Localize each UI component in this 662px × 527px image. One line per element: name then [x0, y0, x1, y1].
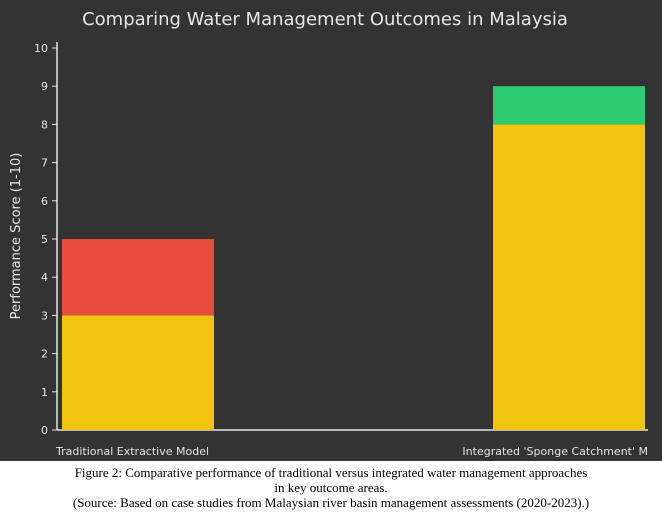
y-tick-label: 4: [41, 271, 48, 284]
figure-caption: Figure 2: Comparative performance of tra…: [10, 465, 652, 510]
bars-group: [62, 86, 645, 431]
y-axis-label: Performance Score (1-10): [9, 153, 24, 320]
y-tick-label: 3: [41, 309, 48, 322]
caption-source: (Source: Based on case studies from Mala…: [72, 495, 590, 510]
bar-segment: [493, 124, 645, 431]
y-axis: 0 1 2 3 4 5 6 7 8 9 10: [34, 42, 58, 437]
chart-container: Comparing Water Management Outcomes in M…: [0, 0, 662, 461]
y-tick-label: 2: [41, 348, 48, 361]
y-tick-label: 0: [41, 424, 48, 437]
y-tick-label: 5: [41, 233, 48, 246]
x-category-label: Traditional Extractive Model: [55, 445, 209, 458]
y-tick-label: 6: [41, 195, 48, 208]
bar-segment: [62, 239, 214, 316]
y-tick-label: 1: [41, 386, 48, 399]
stacked-bar-chart: Comparing Water Management Outcomes in M…: [9, 9, 648, 458]
y-tick-label: 10: [34, 42, 48, 55]
bar-segment: [493, 86, 645, 125]
caption-line-2: in key outcome areas.: [274, 480, 388, 495]
caption-line-1: Figure 2: Comparative performance of tra…: [74, 465, 588, 480]
bar-segment: [62, 315, 214, 430]
x-category-label: Integrated 'Sponge Catchment' M: [462, 445, 648, 458]
y-tick-label: 7: [41, 157, 48, 170]
y-tick-label: 9: [41, 80, 48, 93]
x-axis: Traditional Extractive Model Integrated '…: [55, 429, 648, 458]
chart-title: Comparing Water Management Outcomes in M…: [82, 9, 568, 30]
y-tick-label: 8: [41, 118, 48, 131]
